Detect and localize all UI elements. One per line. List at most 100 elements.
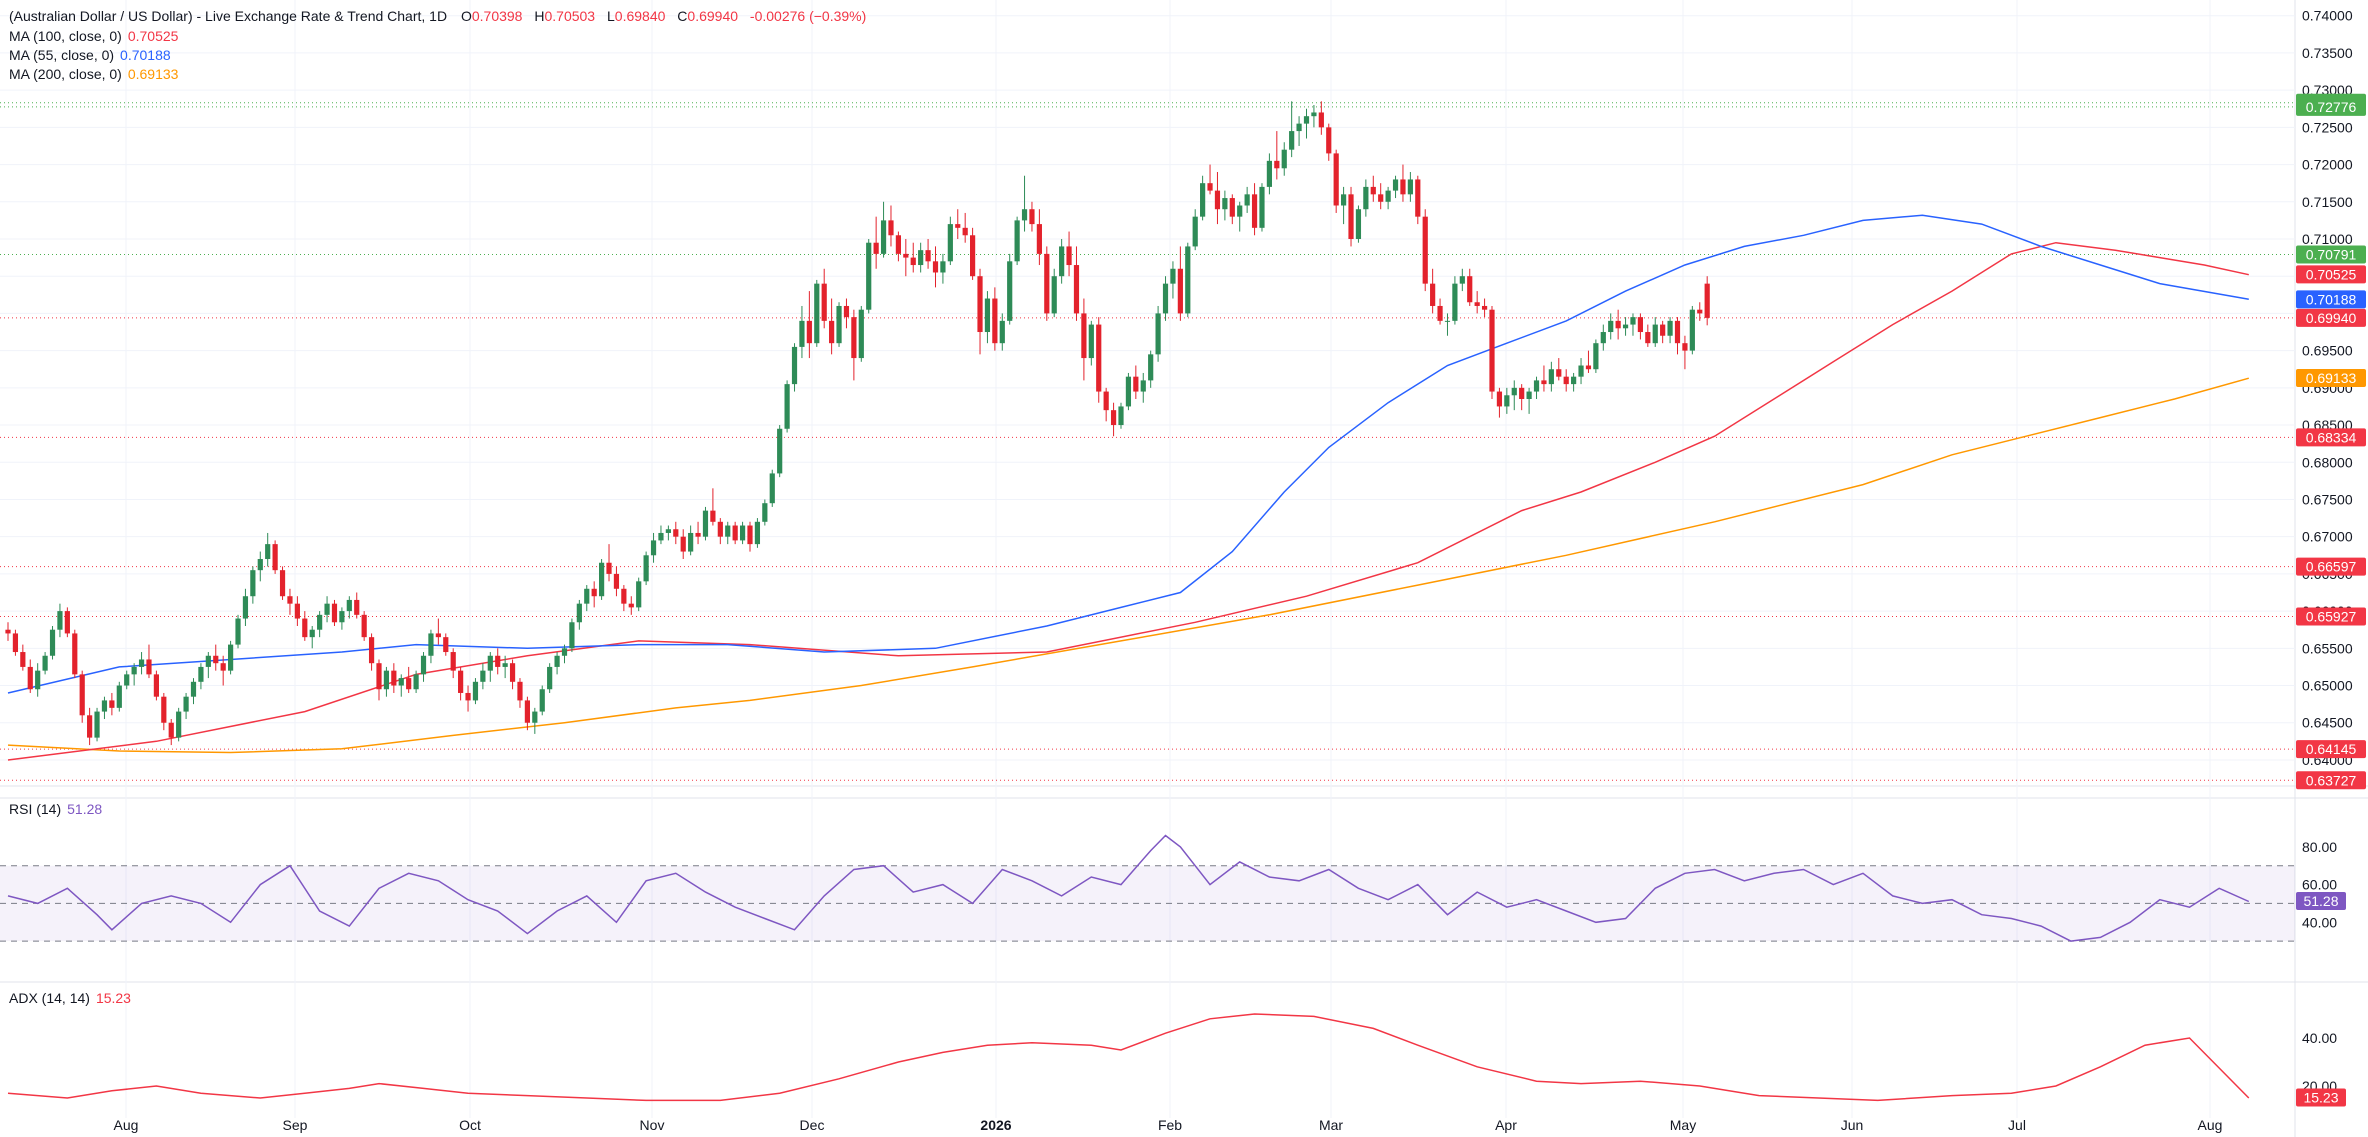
level-tag — [2296, 607, 2366, 626]
ma100-legend[interactable]: MA (100, close, 0) 0.70525 — [9, 28, 178, 44]
candle-body — [1162, 283, 1169, 314]
candle-body — [799, 320, 805, 347]
candle-body — [895, 235, 901, 254]
ma55-legend[interactable]: MA (55, close, 0) 0.70188 — [9, 47, 171, 63]
candle-body — [1066, 246, 1072, 266]
candle-body — [458, 670, 464, 693]
level-tag-label: 0.63727 — [2306, 772, 2357, 788]
candle-body — [1533, 380, 1540, 392]
last-value-tag — [2296, 308, 2366, 327]
time-axis-label: Aug — [114, 1117, 139, 1133]
candle-body — [27, 666, 33, 690]
candle-body — [1578, 365, 1584, 377]
candle-body — [383, 670, 390, 690]
candle-body — [688, 532, 694, 552]
candle-body — [1125, 376, 1132, 407]
candle-body — [1370, 186, 1376, 195]
candle-body — [880, 220, 887, 254]
level-tag — [2296, 740, 2366, 759]
candle-body — [695, 532, 701, 537]
candle-body — [680, 536, 686, 552]
candle-body — [1289, 131, 1295, 150]
candle-body — [717, 521, 723, 537]
candle-body — [368, 637, 375, 664]
candle-body — [1266, 160, 1272, 187]
candle-body — [702, 510, 709, 537]
candle-body — [250, 570, 256, 597]
adx-value: 15.23 — [95, 990, 131, 1006]
candle-body — [428, 633, 434, 656]
price-axis-label: 0.67500 — [2302, 491, 2353, 507]
candle-body — [1504, 395, 1510, 407]
candle-body — [502, 663, 508, 667]
rsi-value-tag — [2296, 892, 2346, 911]
candle-body — [205, 655, 211, 667]
time-axis-label: Feb — [1158, 1117, 1182, 1133]
candle-body — [1645, 332, 1651, 344]
candle-body — [643, 555, 649, 582]
candle-body — [1148, 354, 1154, 381]
adx-legend[interactable]: ADX (14, 14) 15.23 — [9, 990, 131, 1006]
candle-body — [836, 305, 842, 344]
candle-body — [1185, 246, 1191, 314]
time-axis-label: Aug — [2198, 1117, 2223, 1133]
candle-body — [925, 250, 931, 262]
candle-body — [1014, 220, 1020, 262]
candle-body — [420, 655, 427, 675]
time-axis-label: May — [1670, 1117, 1696, 1133]
last-value-tag-label: 0.69133 — [2306, 370, 2357, 386]
candle-body — [970, 235, 976, 277]
candle-body — [317, 614, 323, 630]
candle-body — [955, 224, 961, 228]
level-tag-label: 0.64145 — [2306, 741, 2357, 757]
ma200-legend[interactable]: MA (200, close, 0) 0.69133 — [9, 66, 178, 82]
candle-body — [265, 544, 271, 560]
rsi-legend[interactable]: RSI (14) 51.28 — [9, 801, 102, 817]
candle-body — [228, 644, 234, 671]
price-axis-label: 0.74000 — [2302, 8, 2353, 24]
candle-body — [1511, 387, 1517, 396]
price-axis-label: 0.71000 — [2302, 231, 2353, 247]
price-axis-label: 0.71500 — [2302, 194, 2353, 210]
candle-body — [1630, 317, 1636, 325]
candle-body — [487, 655, 493, 671]
price-axis-label: 0.68000 — [2302, 454, 2353, 470]
candle-body — [984, 298, 991, 333]
candle-body — [354, 599, 360, 615]
candle-body — [287, 596, 293, 604]
candle-body — [992, 298, 998, 344]
candle-body — [1274, 160, 1280, 169]
candle-body — [999, 320, 1005, 344]
candle-body — [398, 678, 404, 686]
level-tag-label: 0.68334 — [2306, 429, 2357, 445]
level-tag-label: 0.66597 — [2306, 559, 2357, 575]
time-axis-label: Nov — [640, 1117, 665, 1133]
candle-body — [220, 663, 226, 671]
candle-body — [49, 629, 56, 656]
candle-body — [1133, 376, 1139, 392]
rsi-value: 51.28 — [67, 801, 103, 817]
candle-body — [873, 242, 879, 254]
ma100-label: MA (100, close, 0) — [9, 28, 122, 44]
candle-body — [821, 283, 827, 321]
open-value: 0.70398 — [471, 8, 523, 24]
candle-body — [1660, 324, 1666, 336]
rsi-axis-label: 80.00 — [2302, 839, 2337, 855]
time-axis-label: Mar — [1319, 1117, 1343, 1133]
candle-body — [242, 596, 249, 619]
candle-body — [361, 614, 367, 638]
candle-body — [613, 573, 620, 589]
candle-body — [1326, 127, 1332, 154]
candle-body — [20, 652, 26, 667]
high-value: 0.70503 — [544, 8, 596, 24]
candle-body — [769, 473, 775, 504]
candle-body — [183, 696, 189, 712]
candle-body — [495, 655, 501, 667]
candle-body — [324, 603, 330, 615]
level-tag — [2296, 245, 2366, 264]
adx-value-tag — [2296, 1088, 2346, 1107]
candle-body — [450, 652, 456, 671]
candle-body — [1229, 198, 1235, 217]
candle-body — [1303, 116, 1310, 124]
